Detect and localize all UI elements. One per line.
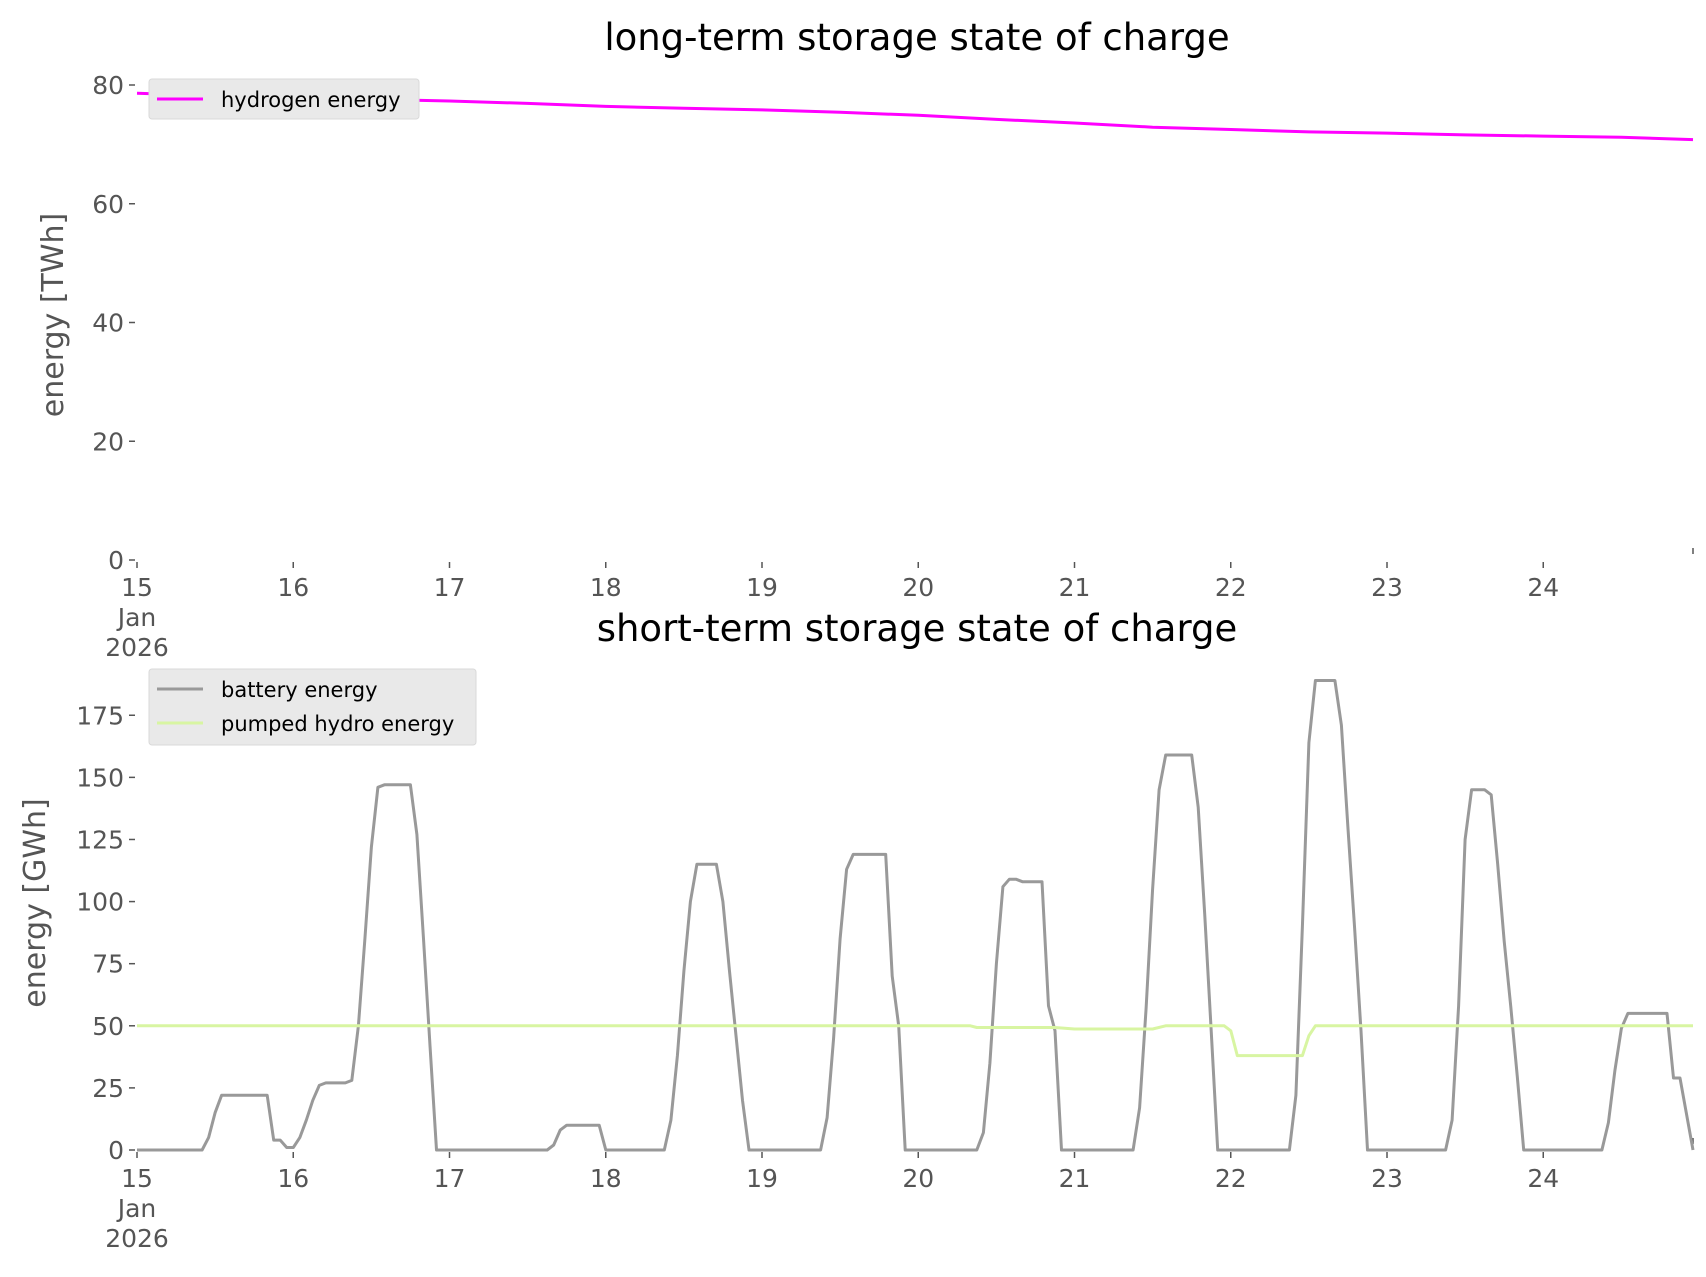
y-tick-label: 60 — [92, 190, 124, 219]
legend: hydrogen energy — [148, 78, 420, 120]
series-group — [137, 679, 1695, 1152]
legend: battery energy pumped hydro energy — [148, 668, 477, 746]
y-tick-label: 40 — [92, 309, 124, 338]
x-tick-label: 16 — [277, 573, 309, 602]
x-tick-label-extra: 2026 — [105, 633, 169, 662]
y-tick-group: 0 25 50 75 100 125 150 175 — [76, 701, 135, 1165]
legend-label: battery energy — [221, 678, 378, 702]
y-tick-label: 125 — [76, 825, 124, 854]
x-tick-label: 15 — [121, 573, 153, 602]
y-tick-label: 75 — [92, 950, 124, 979]
x-tick-label: 20 — [902, 573, 934, 602]
x-tick-label-extra: 2026 — [105, 1224, 169, 1253]
x-tick-label: 15 — [121, 1164, 153, 1193]
long-term-storage-chart: long-term storage state of charge energy… — [36, 16, 1694, 662]
y-tick-label: 0 — [108, 546, 124, 575]
x-tick-label: 18 — [590, 573, 622, 602]
y-tick-label: 0 — [108, 1136, 124, 1165]
y-axis-label: energy [GWh] — [18, 798, 53, 1007]
legend-label: hydrogen energy — [221, 88, 401, 112]
series-line — [137, 1024, 1693, 1058]
y-tick-label: 50 — [92, 1012, 124, 1041]
legend-box — [148, 78, 420, 120]
short-term-storage-chart: short-term storage state of charge energ… — [18, 607, 1695, 1253]
x-tick-label: 22 — [1215, 1164, 1247, 1193]
y-tick-label: 25 — [92, 1074, 124, 1103]
legend-label: pumped hydro energy — [221, 712, 454, 736]
y-axis-label: energy [TWh] — [36, 213, 71, 417]
series-line — [137, 679, 1695, 1152]
x-tick-label: 21 — [1059, 1164, 1091, 1193]
chart-title: short-term storage state of charge — [597, 607, 1238, 650]
y-tick-group: 0 20 40 60 80 — [92, 71, 135, 575]
y-tick-label: 175 — [76, 701, 124, 730]
x-tick-label-extra: Jan — [116, 603, 157, 632]
x-tick-label: 17 — [434, 1164, 466, 1193]
x-tick-label: 19 — [746, 573, 778, 602]
x-tick-label: 19 — [746, 1164, 778, 1193]
chart-title: long-term storage state of charge — [604, 16, 1229, 59]
legend-box — [148, 668, 477, 746]
y-tick-label: 150 — [76, 763, 124, 792]
x-tick-label: 16 — [277, 1164, 309, 1193]
x-tick-label: 24 — [1527, 1164, 1559, 1193]
y-tick-label: 80 — [92, 71, 124, 100]
x-tick-label: 24 — [1527, 573, 1559, 602]
x-tick-label: 21 — [1059, 573, 1091, 602]
y-tick-label: 20 — [92, 427, 124, 456]
x-tick-label: 17 — [434, 573, 466, 602]
x-tick-label: 20 — [902, 1164, 934, 1193]
x-tick-label: 22 — [1215, 573, 1247, 602]
x-tick-label: 18 — [590, 1164, 622, 1193]
x-tick-label-extra: Jan — [116, 1194, 157, 1223]
x-tick-label: 23 — [1371, 1164, 1403, 1193]
x-tick-label: 23 — [1371, 573, 1403, 602]
y-tick-label: 100 — [76, 888, 124, 917]
